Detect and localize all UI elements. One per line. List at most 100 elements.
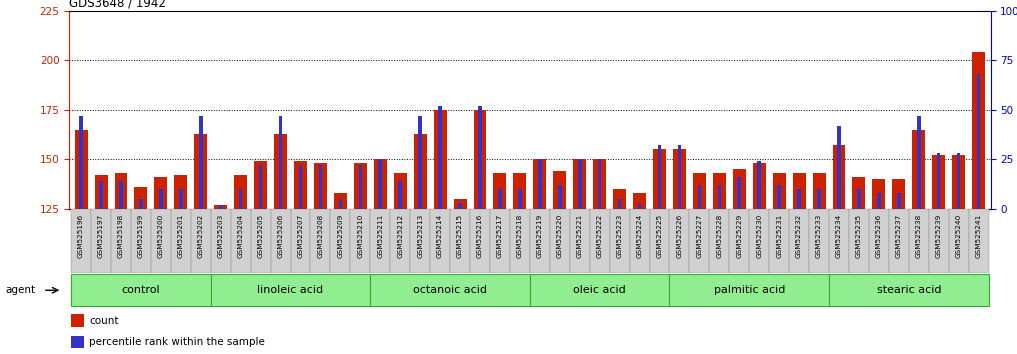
Text: GSM525219: GSM525219 [537,214,543,258]
Bar [590,209,609,273]
Text: GSM525197: GSM525197 [98,214,104,258]
Bar [71,314,83,327]
Bar [493,173,506,209]
Bar [514,173,527,209]
Bar [773,173,786,209]
Bar [399,181,402,209]
Bar [351,209,370,273]
Text: GSM525227: GSM525227 [697,214,703,258]
Text: GSM525222: GSM525222 [597,214,603,258]
Bar [976,74,980,209]
Text: GSM525201: GSM525201 [178,214,184,258]
Bar [789,209,810,273]
Bar [877,193,881,209]
Bar [478,106,482,209]
Text: GSM525240: GSM525240 [956,214,962,258]
Text: GSM525218: GSM525218 [517,214,523,258]
Bar [758,161,761,209]
Bar [418,116,422,209]
Bar [698,185,701,209]
Bar [673,149,685,209]
Text: GSM525198: GSM525198 [118,214,124,258]
Bar [430,209,451,273]
Text: GSM525208: GSM525208 [317,214,323,258]
Bar [95,175,108,209]
Bar [857,189,860,209]
Bar [354,163,367,209]
Text: GSM525214: GSM525214 [437,214,443,258]
Bar [474,110,486,209]
Bar [318,165,322,209]
Bar [558,185,561,209]
Bar [829,209,849,273]
Bar [71,209,92,273]
Text: control: control [122,285,161,295]
Bar [833,145,845,209]
Bar [410,209,430,273]
Bar [658,145,661,209]
Bar [718,185,721,209]
Bar [797,189,801,209]
Bar [111,209,131,273]
Bar [533,159,546,209]
Bar [968,209,989,273]
Text: stearic acid: stearic acid [877,285,941,295]
Bar [593,159,606,209]
Bar [470,209,490,273]
Bar [115,173,127,209]
Bar [818,189,821,209]
Bar [837,126,841,209]
Bar [194,133,207,209]
Bar [359,165,362,209]
Bar [79,116,83,209]
Bar [849,209,869,273]
Bar [299,165,302,209]
Bar [254,161,267,209]
Text: percentile rank within the sample: percentile rank within the sample [89,337,265,347]
FancyBboxPatch shape [71,274,211,306]
Bar [909,209,929,273]
Text: GSM525232: GSM525232 [796,214,802,258]
Bar [171,209,191,273]
Bar [690,209,709,273]
Text: GSM525207: GSM525207 [298,214,303,258]
Bar [810,209,829,273]
Bar [459,203,462,209]
Text: GSM525224: GSM525224 [637,214,643,258]
Bar [134,187,147,209]
Bar [370,209,391,273]
Text: GSM525202: GSM525202 [197,214,203,258]
Bar [949,209,968,273]
Bar [179,189,183,209]
Text: linoleic acid: linoleic acid [257,285,323,295]
Bar [231,209,250,273]
Bar [234,175,247,209]
Bar [777,185,781,209]
Bar [912,130,925,209]
Bar [139,199,142,209]
Text: GSM525212: GSM525212 [398,214,403,258]
Bar [889,209,909,273]
FancyBboxPatch shape [370,274,530,306]
FancyBboxPatch shape [211,274,370,306]
Bar [630,209,650,273]
Text: GSM525213: GSM525213 [417,214,423,258]
Text: GSM525203: GSM525203 [218,214,224,258]
Bar [792,173,805,209]
Bar [454,199,467,209]
Bar [155,177,168,209]
Bar [433,110,446,209]
Bar [937,153,941,209]
Text: GSM525233: GSM525233 [816,214,822,258]
Bar [574,159,586,209]
Bar [490,209,510,273]
Bar [613,189,626,209]
Text: GSM525216: GSM525216 [477,214,483,258]
Text: GSM525231: GSM525231 [776,214,782,258]
Bar [530,209,550,273]
Bar [957,153,960,209]
Bar [314,163,326,209]
Text: GSM525225: GSM525225 [657,214,662,258]
Text: GSM525235: GSM525235 [856,214,862,258]
Text: palmitic acid: palmitic acid [714,285,785,295]
